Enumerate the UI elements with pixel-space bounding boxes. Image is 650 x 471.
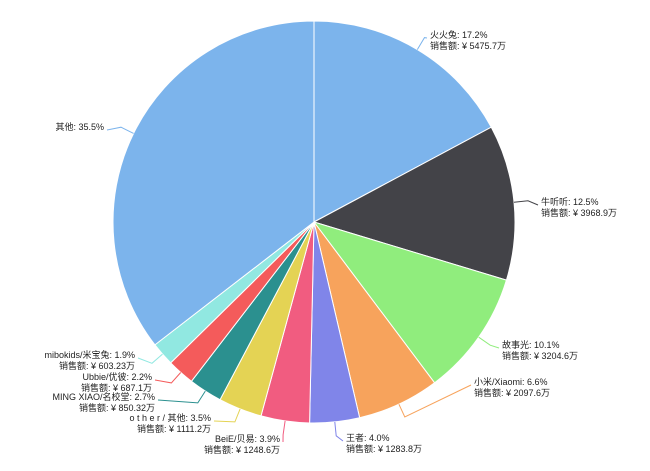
leader-line-9	[137, 353, 163, 364]
slice-label-2: 故事光: 10.1%	[502, 339, 560, 350]
slice-sales-3: 销售额: ¥ 2097.6万	[474, 387, 550, 398]
slice-label-10: 其他: 35.5%	[55, 121, 104, 132]
slice-sales-9: 销售额: ¥ 603.23万	[59, 360, 135, 371]
slice-2[interactable]	[312, 221, 508, 384]
pie-slices	[112, 20, 516, 424]
slice-label-1: 牛听听: 12.5%	[541, 196, 599, 207]
slice-sales-2: 销售额: ¥ 3204.6万	[502, 350, 578, 361]
leader-line-10	[106, 126, 134, 134]
slice-label-9: mibokids/米宝兔: 1.9%	[44, 349, 135, 360]
slice-label-7: MING XIAO/名校堂: 2.7%	[52, 391, 155, 402]
slice-sales-7: 销售额: ¥ 850.32万	[79, 402, 155, 413]
leader-line-2	[478, 336, 500, 349]
leader-line-8	[154, 372, 182, 384]
slice-sales-4: 销售额: ¥ 1283.8万	[346, 443, 422, 454]
slice-sales-1: 销售额: ¥ 3968.9万	[541, 207, 617, 218]
leader-line-6	[213, 408, 241, 423]
pie-leader-lines	[106, 37, 539, 443]
slice-sales-5: 销售额: ¥ 1248.6万	[204, 444, 280, 455]
leader-line-1	[513, 200, 539, 206]
slice-0[interactable]	[313, 20, 492, 223]
slice-label-5: BeiE/贝易: 3.9%	[215, 434, 280, 444]
slice-label-0: 火火兔: 17.2%	[430, 29, 488, 40]
slice-sales-6: 销售额: ¥ 1111.2万	[137, 423, 211, 434]
leader-line-7	[157, 390, 206, 404]
slice-label-3: 小米/Xiaomi: 6.6%	[474, 376, 548, 387]
leader-line-3	[398, 384, 472, 418]
leader-line-0	[416, 37, 428, 50]
leader-line-4	[334, 421, 344, 442]
slice-label-8: Ubbie/优彼: 2.2%	[82, 371, 152, 382]
slice-sales-8: 销售额: ¥ 687.1万	[81, 382, 152, 393]
slice-sales-0: 销售额: ¥ 5475.7万	[430, 40, 506, 51]
slice-label-4: 王者: 4.0%	[346, 433, 390, 443]
slice-label-6: o t h e r / 其他: 3.5%	[129, 412, 211, 423]
leader-line-5	[282, 420, 286, 443]
